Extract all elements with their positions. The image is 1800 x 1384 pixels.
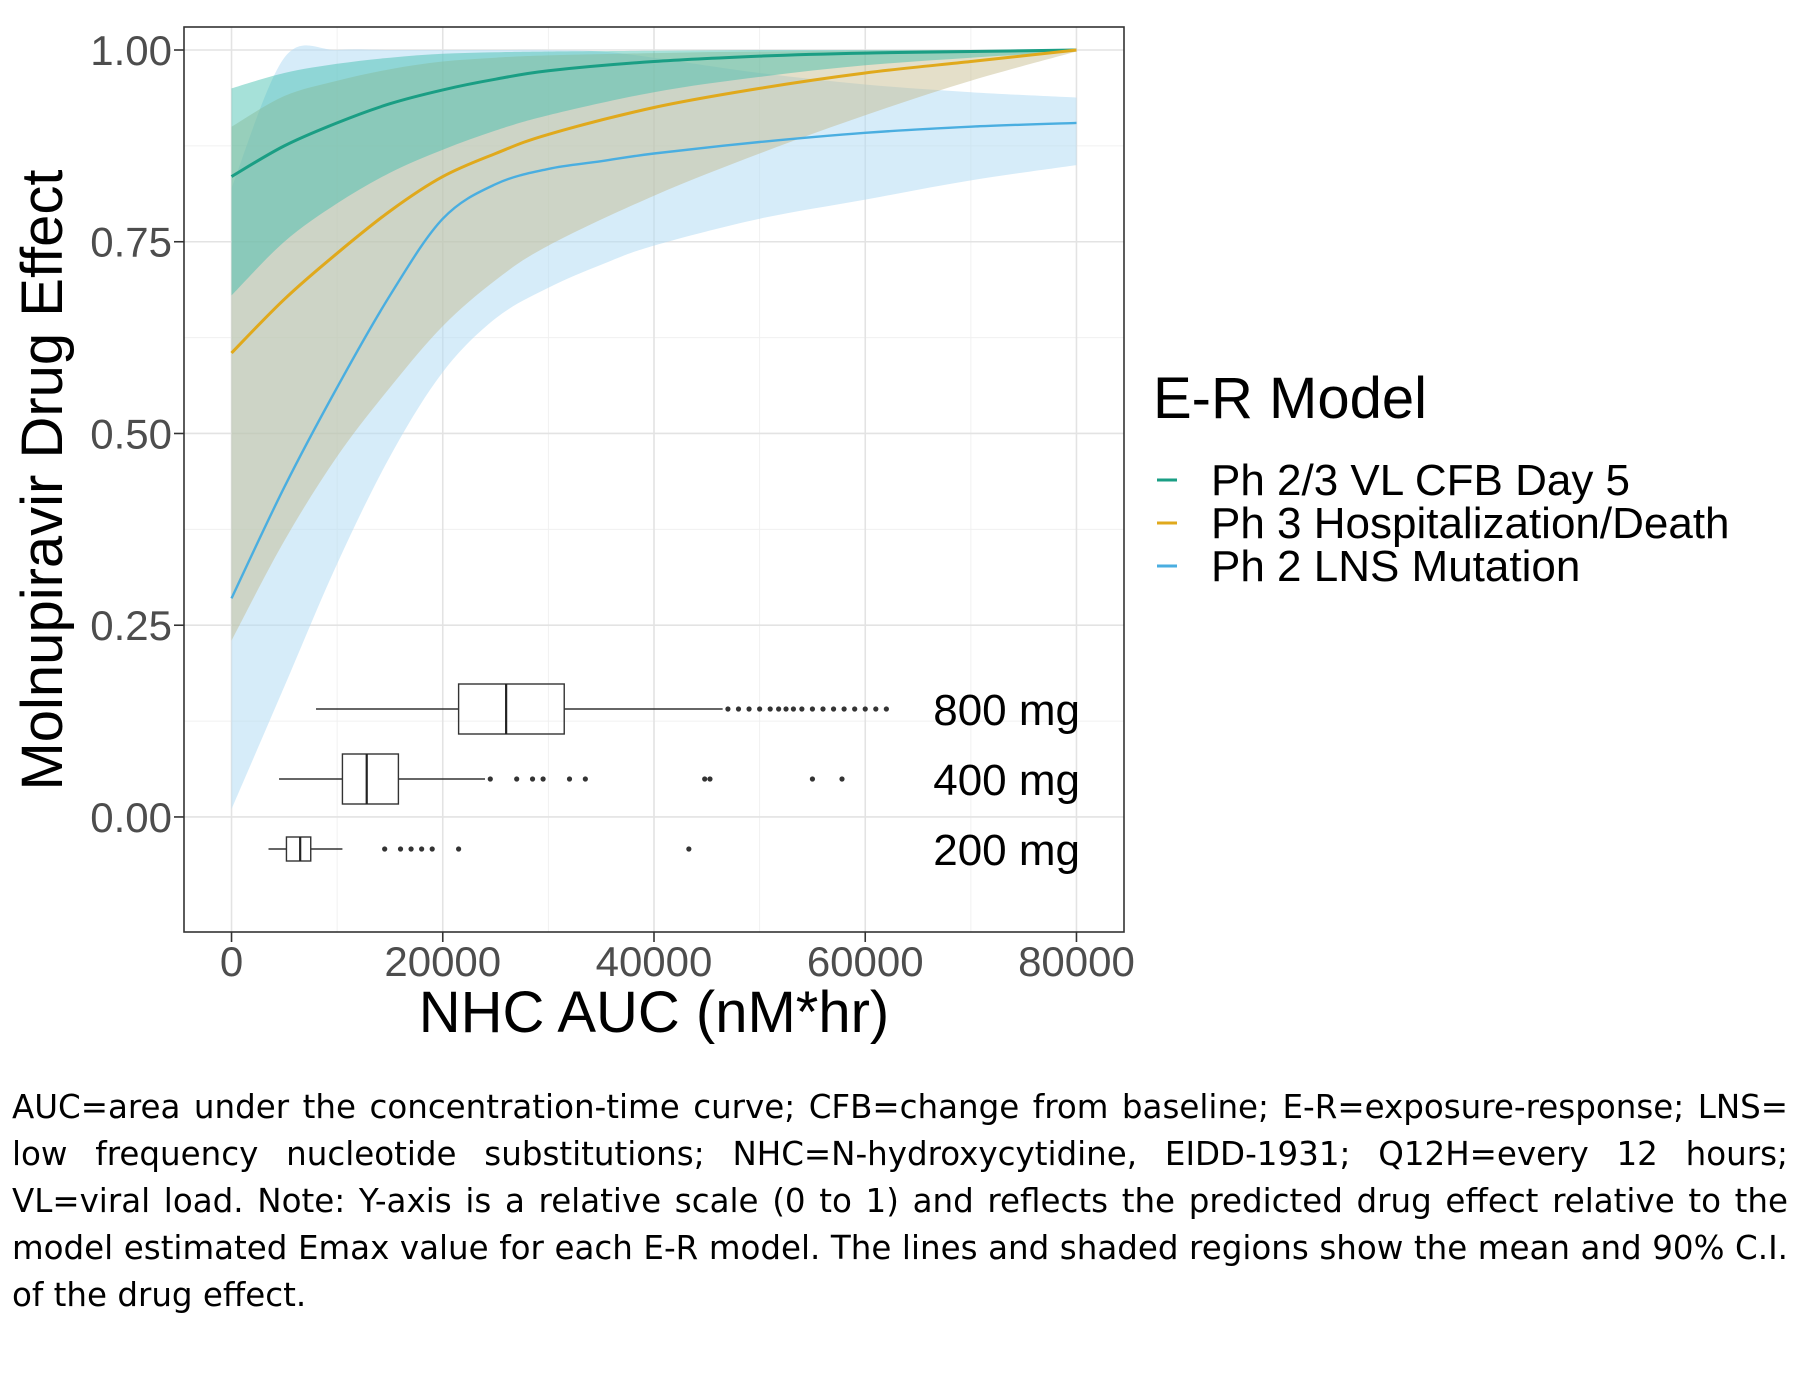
outlier-point	[757, 706, 763, 712]
outlier-point	[783, 706, 789, 712]
outlier-point	[790, 706, 797, 712]
outlier-point	[776, 706, 782, 712]
outlier-point	[746, 706, 752, 712]
x-tick-label: 20000	[384, 938, 501, 985]
outlier-point	[397, 846, 404, 852]
y-tick-label: 0.25	[90, 602, 172, 649]
legend-label: Ph 3 Hospitalization/Death	[1211, 499, 1730, 548]
outlier-point	[862, 706, 868, 712]
outlier-point	[820, 706, 826, 712]
outlier-point	[873, 706, 879, 712]
legend: Ph 2/3 VL CFB Day 5Ph 3 Hospitalization/…	[1157, 456, 1730, 591]
legend-label: Ph 2 LNS Mutation	[1211, 542, 1580, 591]
y-axis-title: Molnupiravir Drug Effect	[10, 169, 75, 790]
axes: 0 20000 40000 60000 80000 0.00 0.25 0.50 0.75 1.0…	[90, 27, 1135, 985]
ci-band-3	[231, 45, 1077, 810]
outlier-point	[725, 706, 731, 712]
legend-label: Ph 2/3 VL CFB Day 5	[1211, 456, 1630, 505]
boxplot-label: 400 mg	[933, 756, 1080, 805]
outlier-point	[852, 706, 858, 712]
legend-entry-1: Ph 2/3 VL CFB Day 5	[1157, 456, 1630, 505]
legend-entry-2: Ph 3 Hospitalization/Death	[1157, 499, 1730, 548]
boxplot-200-mg: 200 mg	[268, 826, 1080, 875]
outlier-point	[883, 706, 889, 712]
outlier-point	[799, 706, 805, 712]
y-tick-label: 0.00	[90, 794, 172, 841]
y-tick-label: 1.00	[90, 27, 172, 74]
iqr-box	[285, 836, 312, 862]
outlier-point	[540, 776, 546, 782]
outlier-point	[830, 706, 837, 712]
ci-band-2	[231, 49, 1077, 641]
figure-footnote: AUC=area under the concentration-time cu…	[12, 1088, 1788, 1314]
exposure-boxplots: 800 mg 400 mg 200 mg	[268, 683, 1080, 875]
x-tick-label: 0	[220, 938, 243, 985]
outlier-point	[735, 706, 742, 712]
boxplot-label: 200 mg	[933, 826, 1080, 875]
outlier-point	[514, 776, 520, 782]
outlier-point	[841, 706, 847, 712]
outlier-point	[487, 776, 493, 782]
outlier-point	[702, 776, 708, 782]
outlier-point	[707, 776, 713, 782]
x-axis-title: NHC AUC (nM*hr)	[419, 980, 890, 1045]
outlier-point	[582, 776, 588, 782]
outlier-point	[809, 706, 816, 712]
outlier-point	[419, 846, 425, 852]
boxplot-800-mg: 800 mg	[316, 683, 1080, 735]
x-tick-label: 80000	[1018, 938, 1135, 985]
iqr-box	[341, 753, 400, 805]
outlier-point	[382, 846, 388, 852]
mean-line-1	[230, 48, 1077, 178]
outlier-point	[429, 846, 435, 852]
x-tick-label: 40000	[596, 938, 713, 985]
x-tick-label: 60000	[807, 938, 924, 985]
legend-entry-3: Ph 2 LNS Mutation	[1157, 542, 1580, 591]
iqr-box	[457, 683, 565, 735]
chart: 800 mg 400 mg 200 mg 0 20000 40000 60000 80000…	[10, 26, 1730, 1045]
outlier-point	[529, 776, 536, 782]
y-tick-label: 0.75	[90, 219, 172, 266]
boxplot-label: 800 mg	[933, 686, 1080, 735]
boxplot-400-mg: 400 mg	[279, 753, 1080, 805]
outlier-point	[566, 776, 573, 782]
legend-title: E-R Model	[1153, 366, 1427, 431]
outlier-point	[456, 846, 462, 852]
y-tick-label: 0.50	[90, 410, 172, 457]
outlier-point	[686, 846, 692, 852]
outlier-point	[839, 776, 845, 782]
mean-line-3	[230, 121, 1077, 599]
confidence-bands	[231, 45, 1077, 810]
outlier-point	[767, 706, 773, 712]
outlier-point	[809, 776, 816, 782]
mean-lines	[230, 48, 1077, 599]
ci-band-1	[231, 49, 1077, 296]
mean-line-2	[230, 48, 1077, 355]
outlier-point	[408, 846, 414, 852]
